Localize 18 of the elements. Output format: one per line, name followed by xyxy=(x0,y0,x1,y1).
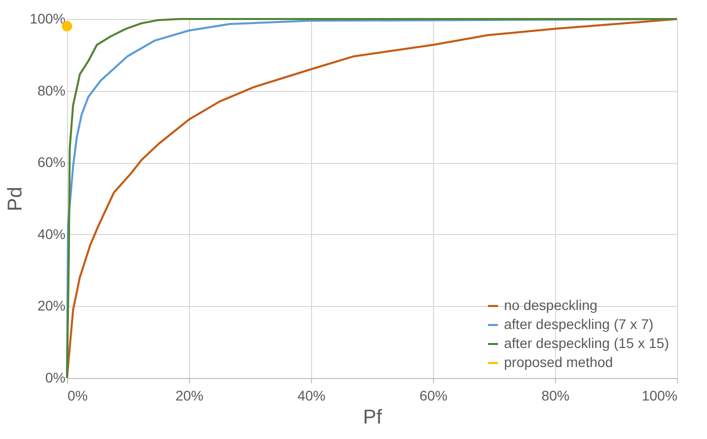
x-tick-label: 40% xyxy=(297,388,326,404)
x-tick-label: 100% xyxy=(642,388,678,404)
x-axis-title: Pf xyxy=(363,406,382,428)
x-tick-label: 20% xyxy=(175,388,204,404)
x-tick-label: 80% xyxy=(541,388,570,404)
x-tick-label: 60% xyxy=(419,388,448,404)
y-axis-title: Pd xyxy=(4,186,27,212)
y-tick-label: 20% xyxy=(37,298,66,314)
legend-label: proposed method xyxy=(504,354,613,370)
legend-label: after despeckling (15 x 15) xyxy=(504,335,669,351)
y-tick-label: 60% xyxy=(37,154,66,170)
y-tick-label: 40% xyxy=(37,226,66,242)
legend-label: after despeckling (7 x 7) xyxy=(504,316,654,332)
y-tick-label: 100% xyxy=(30,10,66,26)
y-tick-label: 80% xyxy=(37,82,66,98)
x-tick-label: 0% xyxy=(68,388,88,404)
y-tick-label: 0% xyxy=(45,370,66,386)
legend-label: no despeckling xyxy=(504,297,598,313)
